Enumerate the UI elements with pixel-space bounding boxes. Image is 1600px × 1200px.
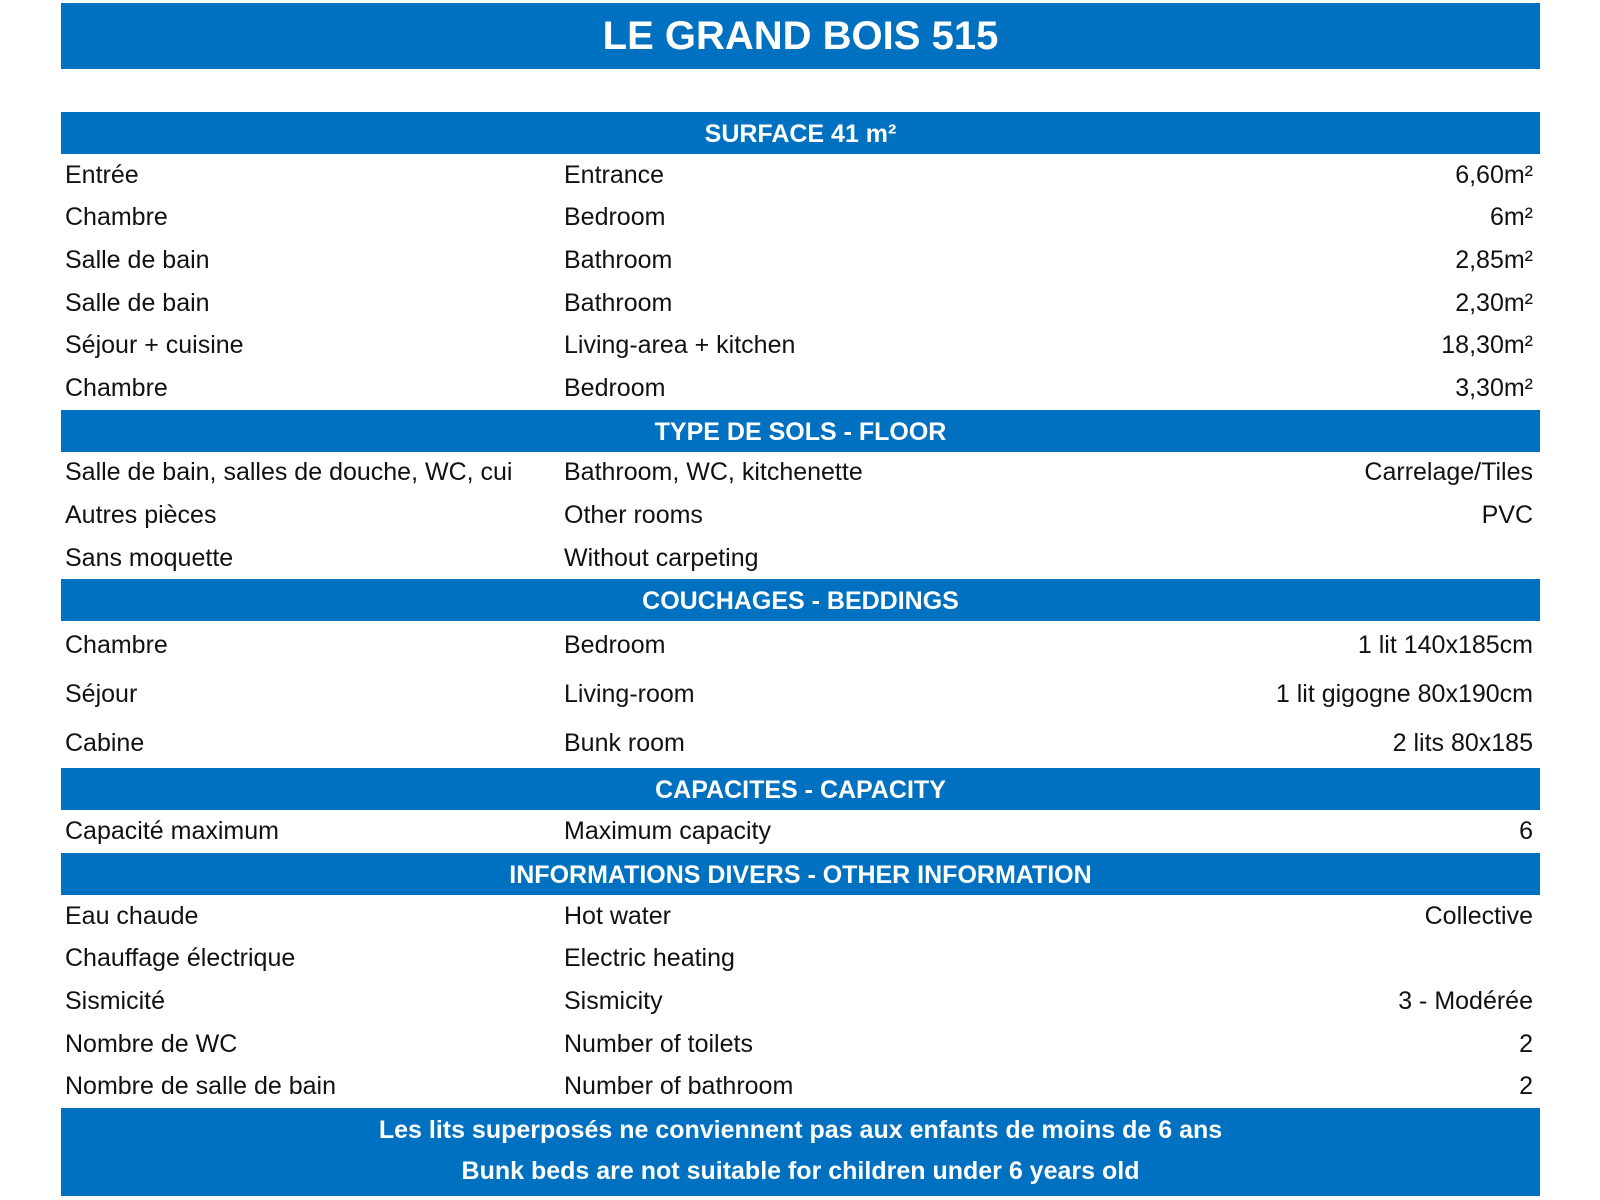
footer: Les lits superposés ne conviennent pas a… bbox=[61, 1107, 1540, 1196]
label-fr: Entrée bbox=[65, 160, 139, 189]
value: 3,30m² bbox=[1455, 373, 1533, 402]
row: Chambre Bedroom 3,30m² bbox=[61, 367, 1540, 410]
value: 1 lit gigogne 80x190cm bbox=[1275, 680, 1533, 709]
label-fr: Chambre bbox=[65, 631, 168, 660]
label-en: Bedroom bbox=[564, 631, 666, 660]
label-en: Bedroom bbox=[564, 373, 666, 402]
label-en: Bathroom bbox=[564, 245, 673, 274]
row: Salle de bain Bathroom 2,85m² bbox=[61, 239, 1540, 282]
label-fr: Nombre de salle de bain bbox=[65, 1072, 336, 1101]
value: Collective bbox=[1424, 901, 1533, 930]
value: Carrelage/Tiles bbox=[1364, 458, 1533, 487]
label-fr: Autres pièces bbox=[65, 500, 217, 529]
row: Cabine Bunk room 2 lits 80x185 bbox=[61, 719, 1540, 768]
value: 6,60m² bbox=[1455, 160, 1533, 189]
value: 3 - Modérée bbox=[1398, 986, 1533, 1015]
row: Chambre Bedroom 1 lit 140x185cm bbox=[61, 621, 1540, 670]
row: Entrée Entrance 6,60m² bbox=[61, 154, 1540, 197]
label-en: Maximum capacity bbox=[564, 817, 771, 846]
section-heading: INFORMATIONS DIVERS - OTHER INFORMATION bbox=[61, 852, 1540, 895]
value: 2 bbox=[1519, 1029, 1533, 1058]
label-en: Without carpeting bbox=[564, 543, 759, 572]
row: Capacité maximum Maximum capacity 6 bbox=[61, 810, 1540, 853]
section: TYPE DE SOLS - FLOOR Salle de bain, salle… bbox=[61, 409, 1540, 580]
section: INFORMATIONS DIVERS - OTHER INFORMATION E… bbox=[61, 852, 1540, 1108]
row: Salle de bain Bathroom 2,30m² bbox=[61, 282, 1540, 325]
value: 2 bbox=[1519, 1072, 1533, 1101]
label-fr: Salle de bain bbox=[65, 245, 210, 274]
table: SURFACE 41 m² Entrée Entrance 6,60m² Chambre… bbox=[61, 112, 1540, 1196]
footer-line: Les lits superposés ne conviennent pas a… bbox=[378, 1115, 1223, 1144]
section: CAPACITES - CAPACITY Capacité maximum Maxi… bbox=[61, 768, 1540, 853]
label-en: Sismicity bbox=[564, 986, 663, 1015]
label-fr: Chambre bbox=[65, 203, 168, 232]
row: Sans moquette Without carpeting bbox=[61, 537, 1540, 580]
row: Séjour + cuisine Living-area + kitchen 18,… bbox=[61, 324, 1540, 367]
label-en: Living-room bbox=[564, 680, 695, 709]
row: Autres pièces Other rooms PVC bbox=[61, 494, 1540, 537]
section-heading: COUCHAGES - BEDDINGS bbox=[61, 579, 1540, 622]
label-en: Electric heating bbox=[564, 944, 735, 973]
footer-line: Bunk beds are not suitable for children … bbox=[461, 1156, 1140, 1185]
label-fr: Nombre de WC bbox=[65, 1029, 238, 1058]
label-fr: Chauffage électrique bbox=[65, 944, 296, 973]
label-fr: Séjour bbox=[65, 680, 138, 709]
value: 6 bbox=[1519, 817, 1533, 846]
section-heading: TYPE DE SOLS - FLOOR bbox=[61, 409, 1540, 452]
label-en: Living-area + kitchen bbox=[564, 331, 796, 360]
label-fr: Sans moquette bbox=[65, 543, 234, 572]
label-fr: Cabine bbox=[65, 729, 145, 758]
label-fr: Eau chaude bbox=[65, 901, 199, 930]
section: SURFACE 41 m² Entrée Entrance 6,60m² Chambre… bbox=[61, 112, 1540, 410]
label-fr: Salle de bain bbox=[65, 288, 210, 317]
label-en: Bathroom, WC, kitchenette bbox=[564, 458, 863, 487]
label-en: Entrance bbox=[564, 160, 665, 189]
label-fr: Capacité maximum bbox=[65, 817, 279, 846]
row: Nombre de salle de bain Number of bathroo… bbox=[61, 1065, 1540, 1108]
row: Salle de bain, salles de douche, WC, cui… bbox=[61, 452, 1540, 495]
label-fr: Salle de bain, salles de douche, WC, cui bbox=[65, 458, 513, 487]
label-fr: Chambre bbox=[65, 373, 168, 402]
row: Sismicité Sismicity 3 - Modérée bbox=[61, 980, 1540, 1023]
label-en: Bedroom bbox=[564, 203, 666, 232]
row: Chambre Bedroom 6m² bbox=[61, 197, 1540, 240]
value: 2 lits 80x185 bbox=[1392, 729, 1533, 758]
value: 2,30m² bbox=[1455, 288, 1533, 317]
label-en: Number of toilets bbox=[564, 1029, 753, 1058]
section-heading: CAPACITES - CAPACITY bbox=[61, 768, 1540, 811]
label-en: Hot water bbox=[564, 901, 671, 930]
section-heading: SURFACE 41 m² bbox=[61, 112, 1540, 154]
value: 18,30m² bbox=[1441, 331, 1533, 360]
label-en: Bunk room bbox=[564, 729, 685, 758]
label-en: Bathroom bbox=[564, 288, 673, 317]
label-en: Number of bathroom bbox=[564, 1072, 794, 1101]
row: Séjour Living-room 1 lit gigogne 80x190cm bbox=[61, 670, 1540, 719]
value: 6m² bbox=[1489, 203, 1533, 232]
title: LE GRAND BOIS 515 bbox=[61, 3, 1540, 69]
label-fr: Séjour + cuisine bbox=[65, 331, 244, 360]
value: 1 lit 140x185cm bbox=[1357, 631, 1533, 660]
label-fr: Sismicité bbox=[65, 986, 166, 1015]
section: COUCHAGES - BEDDINGS Chambre Bedroom 1 lit … bbox=[61, 579, 1540, 768]
row: Eau chaude Hot water Collective bbox=[61, 895, 1540, 938]
row: Chauffage électrique Electric heating bbox=[61, 938, 1540, 981]
value: 2,85m² bbox=[1455, 245, 1533, 274]
label-en: Other rooms bbox=[564, 500, 703, 529]
value: PVC bbox=[1481, 500, 1533, 529]
row: Nombre de WC Number of toilets 2 bbox=[61, 1023, 1540, 1066]
